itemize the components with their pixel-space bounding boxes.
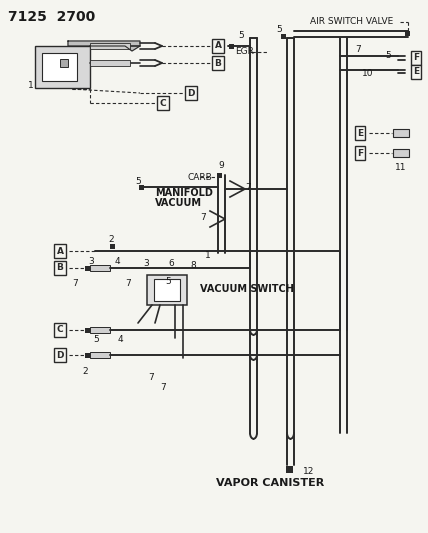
Bar bbox=[86, 352, 90, 358]
Text: 7: 7 bbox=[355, 45, 361, 54]
Text: 5: 5 bbox=[238, 31, 244, 41]
Bar bbox=[393, 129, 409, 137]
Text: 8: 8 bbox=[190, 261, 196, 270]
Text: A: A bbox=[56, 246, 63, 255]
Bar bbox=[229, 44, 235, 49]
Bar bbox=[90, 352, 110, 358]
Bar bbox=[282, 34, 286, 38]
Bar bbox=[90, 327, 110, 333]
Text: F: F bbox=[413, 53, 419, 62]
Text: 5: 5 bbox=[135, 176, 141, 185]
Text: 1: 1 bbox=[28, 80, 34, 90]
Bar bbox=[140, 184, 145, 190]
Text: 5: 5 bbox=[165, 277, 171, 286]
Bar bbox=[217, 173, 223, 177]
Text: D: D bbox=[56, 351, 64, 359]
Text: 3: 3 bbox=[143, 259, 149, 268]
Text: D: D bbox=[187, 88, 195, 98]
Text: 7: 7 bbox=[148, 374, 154, 383]
Text: AIR SWITCH VALVE: AIR SWITCH VALVE bbox=[310, 18, 393, 27]
Text: 7125  2700: 7125 2700 bbox=[8, 10, 95, 24]
Text: 2: 2 bbox=[108, 235, 113, 244]
Text: 5: 5 bbox=[93, 335, 99, 344]
Text: E: E bbox=[357, 128, 363, 138]
Text: 6: 6 bbox=[168, 259, 174, 268]
Bar bbox=[86, 327, 90, 333]
Text: 7: 7 bbox=[125, 279, 131, 287]
Bar bbox=[86, 265, 90, 271]
Bar bbox=[90, 265, 110, 271]
Text: 10: 10 bbox=[362, 69, 374, 77]
Bar bbox=[35, 46, 90, 88]
Text: VACUUM SWITCH: VACUUM SWITCH bbox=[200, 284, 294, 294]
Text: B: B bbox=[56, 263, 63, 272]
Text: 7: 7 bbox=[72, 279, 78, 287]
Bar bbox=[110, 244, 116, 248]
Bar bbox=[286, 465, 294, 472]
Text: MANIFOLD: MANIFOLD bbox=[155, 188, 213, 198]
Text: B: B bbox=[214, 59, 221, 68]
Text: 11: 11 bbox=[395, 164, 407, 173]
Text: 7: 7 bbox=[160, 384, 166, 392]
Text: 5: 5 bbox=[385, 52, 391, 61]
Text: 12: 12 bbox=[303, 466, 315, 475]
Text: E: E bbox=[413, 68, 419, 77]
Text: 4: 4 bbox=[115, 257, 121, 266]
Bar bbox=[154, 279, 180, 301]
Text: 9: 9 bbox=[218, 161, 224, 171]
Text: 7: 7 bbox=[245, 183, 251, 192]
Bar bbox=[90, 60, 130, 66]
Text: C: C bbox=[160, 99, 166, 108]
Bar bbox=[42, 53, 77, 81]
Text: CARB: CARB bbox=[188, 173, 213, 182]
Text: 5: 5 bbox=[276, 26, 282, 35]
Text: VAPOR CANISTER: VAPOR CANISTER bbox=[216, 478, 324, 488]
Text: EGR: EGR bbox=[235, 47, 254, 56]
Text: 2: 2 bbox=[82, 367, 88, 376]
Text: VACUUM: VACUUM bbox=[155, 198, 202, 208]
Text: 7: 7 bbox=[200, 214, 206, 222]
Text: F: F bbox=[357, 149, 363, 157]
Bar bbox=[405, 30, 410, 36]
Bar bbox=[90, 43, 130, 49]
Polygon shape bbox=[68, 41, 140, 51]
Text: C: C bbox=[56, 326, 63, 335]
Text: 3: 3 bbox=[88, 257, 94, 266]
Bar bbox=[147, 275, 187, 305]
Bar bbox=[60, 59, 68, 67]
Text: 4: 4 bbox=[118, 335, 124, 344]
Bar bbox=[393, 149, 409, 157]
Text: 1: 1 bbox=[205, 251, 211, 260]
Text: A: A bbox=[214, 42, 222, 51]
